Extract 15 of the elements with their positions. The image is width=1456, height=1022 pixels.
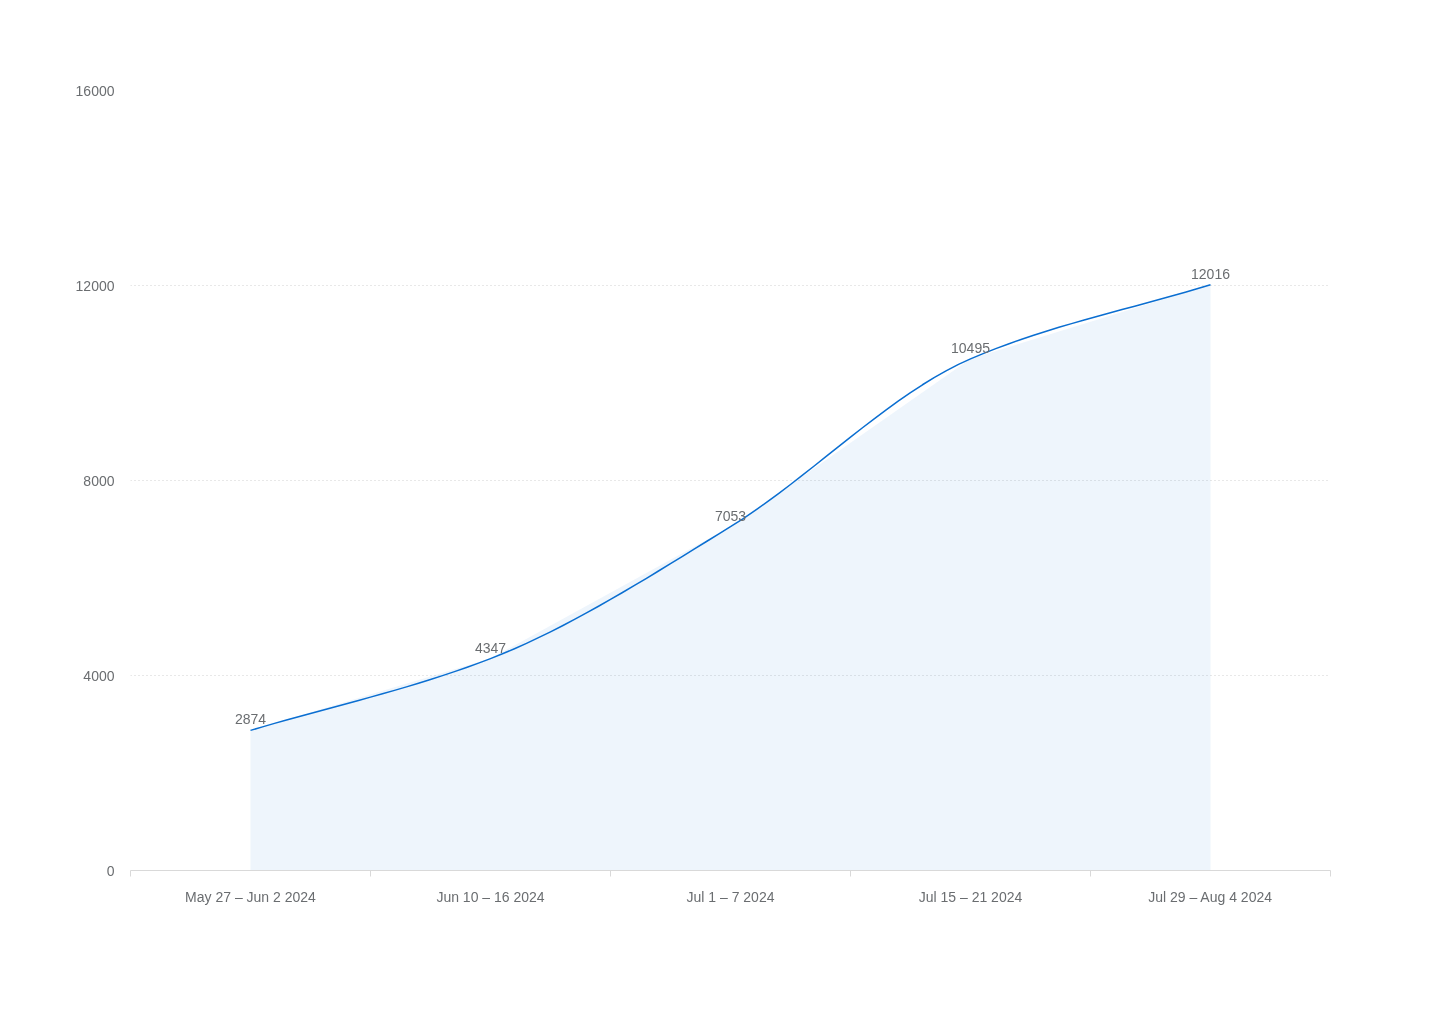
x-tick-label: May 27 – Jun 2 2024 <box>185 888 317 905</box>
y-tick-label: 8000 <box>83 472 115 489</box>
data-label: 10495 <box>951 339 991 356</box>
y-tick-label: 0 <box>106 862 115 879</box>
y-tick-label: 16000 <box>75 82 115 99</box>
data-label: 4347 <box>474 639 507 656</box>
data-label: 2874 <box>234 711 267 728</box>
data-label: 12016 <box>1191 265 1231 282</box>
x-tick-label: Jun 10 – 16 2024 <box>436 888 545 905</box>
y-tick-label: 12000 <box>75 277 115 294</box>
x-tick-label: Jul 1 – 7 2024 <box>686 888 775 905</box>
data-label: 7053 <box>714 507 747 524</box>
x-tick-label: Jul 29 – Aug 4 2024 <box>1148 888 1273 905</box>
y-tick-label: 4000 <box>83 667 115 684</box>
x-tick-label: Jul 15 – 21 2024 <box>918 888 1023 905</box>
